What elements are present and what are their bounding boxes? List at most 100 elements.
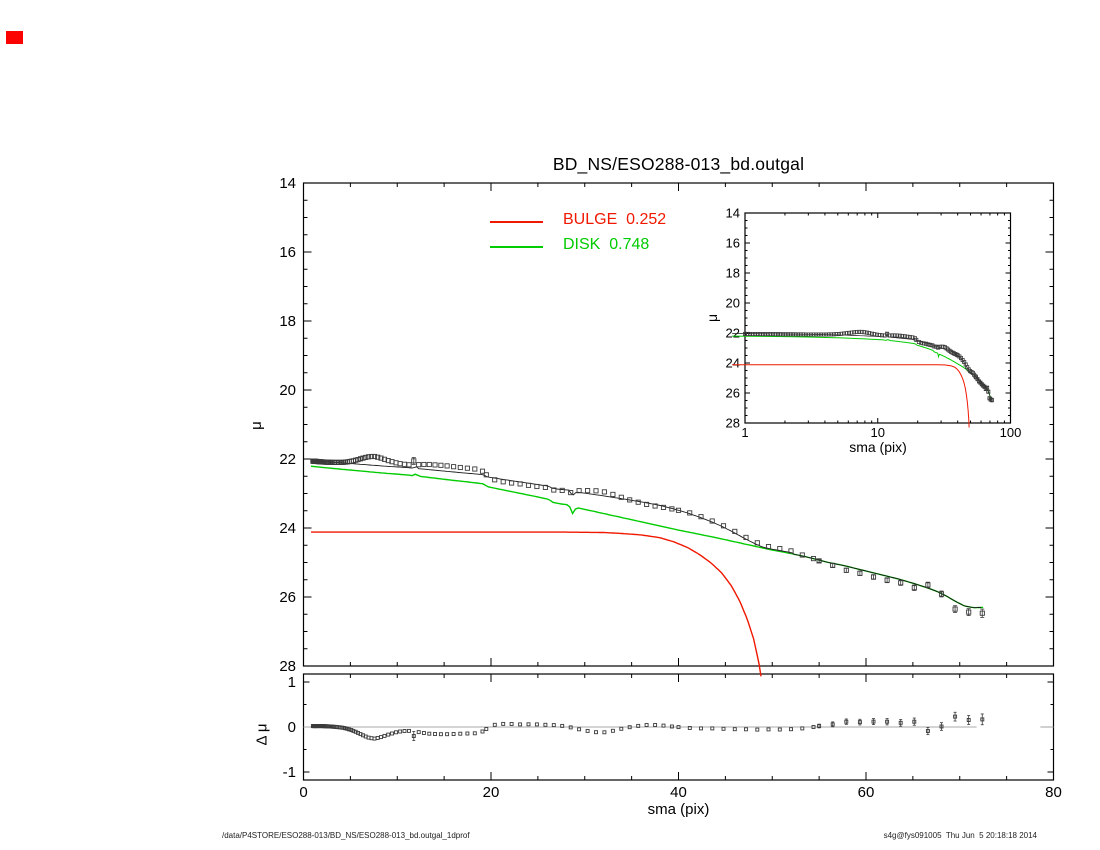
data-square [799, 552, 805, 558]
tick-label: 20 [279, 382, 296, 399]
data-square [953, 714, 958, 719]
data-square [814, 332, 819, 337]
data-square [789, 727, 793, 732]
tick-label: 20 [483, 784, 500, 801]
data-square [777, 727, 782, 732]
data-square [534, 722, 539, 727]
data-square [568, 490, 574, 496]
data-square [675, 507, 682, 513]
data-square [743, 331, 748, 336]
data-square [791, 332, 796, 337]
data-square [407, 728, 411, 733]
data-square [862, 330, 867, 335]
axes [302, 182, 1055, 781]
data-square [809, 332, 814, 337]
data-square [870, 574, 877, 580]
data-square [754, 540, 760, 546]
data-square [765, 544, 772, 550]
data-square [416, 462, 422, 468]
data-square [432, 462, 438, 468]
data-square [875, 332, 880, 337]
inset-x-axis-title: sma (pix) [849, 439, 907, 455]
data-square [660, 504, 667, 510]
data-square [426, 461, 432, 468]
data-square [472, 731, 477, 736]
bulge-legend-swatch [490, 221, 543, 223]
data-square [811, 725, 816, 729]
window-corner-marker [6, 31, 23, 44]
data-square [895, 333, 900, 338]
data-square [877, 332, 882, 337]
data-square [644, 723, 649, 727]
data-square [480, 729, 485, 734]
data-square [465, 731, 470, 736]
data-square [816, 332, 821, 337]
data-square [371, 453, 378, 460]
data-square [890, 333, 895, 338]
data-square [551, 723, 556, 728]
data-square [907, 334, 912, 339]
data-square [585, 488, 591, 494]
tick-label: 26 [726, 386, 740, 401]
data-square [464, 465, 470, 471]
data-square [676, 725, 681, 730]
main-y-axis-title: μ [247, 421, 265, 430]
data-square [755, 331, 760, 336]
data-square [721, 726, 726, 731]
data-square [821, 332, 826, 337]
data-square [378, 455, 384, 461]
data-square [593, 488, 599, 494]
data-square [372, 736, 377, 741]
data-square [444, 463, 450, 469]
data-square [568, 725, 573, 730]
data-square [867, 331, 872, 336]
data-square [839, 331, 844, 336]
data-square [421, 731, 426, 735]
data-square [834, 332, 839, 337]
data-square [560, 723, 565, 728]
data-square [687, 510, 693, 516]
data-square [872, 332, 877, 337]
data-square [910, 335, 915, 340]
tick-label: 16 [279, 244, 296, 261]
data-square [914, 337, 919, 342]
data-square [551, 487, 557, 493]
data-square [619, 726, 624, 731]
tick-label: 24 [279, 520, 296, 537]
data-square [781, 332, 786, 337]
data-square [778, 332, 783, 337]
data-square [517, 481, 523, 487]
data-square [979, 610, 985, 616]
data-square [857, 570, 863, 576]
data-square [788, 332, 793, 337]
tick-label: 80 [1045, 784, 1062, 801]
data-square [796, 332, 801, 337]
data-square [500, 479, 506, 485]
data-square [594, 730, 598, 735]
data-square [745, 331, 750, 336]
data-square [897, 333, 902, 338]
data-square [786, 332, 791, 337]
data-square [810, 556, 817, 562]
data-square [652, 503, 658, 509]
data-square [518, 722, 523, 727]
tick-label: 40 [670, 784, 687, 801]
data-square [766, 727, 771, 732]
disk-legend-label: DISK 0.748 [563, 236, 650, 253]
data-square [966, 609, 972, 615]
data-square [386, 732, 391, 737]
data-square [732, 727, 737, 732]
tick-label: 24 [726, 356, 740, 371]
chart-title: BD_NS/ESO288-013_bd.outgal [552, 154, 805, 174]
data-square [801, 332, 806, 337]
inset-y-axis-title: μ [704, 313, 721, 323]
data-square [427, 731, 432, 736]
bulge-legend-label: BULGE 0.252 [563, 211, 667, 228]
data-square [798, 332, 803, 337]
data-square [849, 330, 854, 335]
data-square [768, 332, 773, 337]
data-square [627, 725, 632, 730]
data-square [445, 732, 450, 737]
